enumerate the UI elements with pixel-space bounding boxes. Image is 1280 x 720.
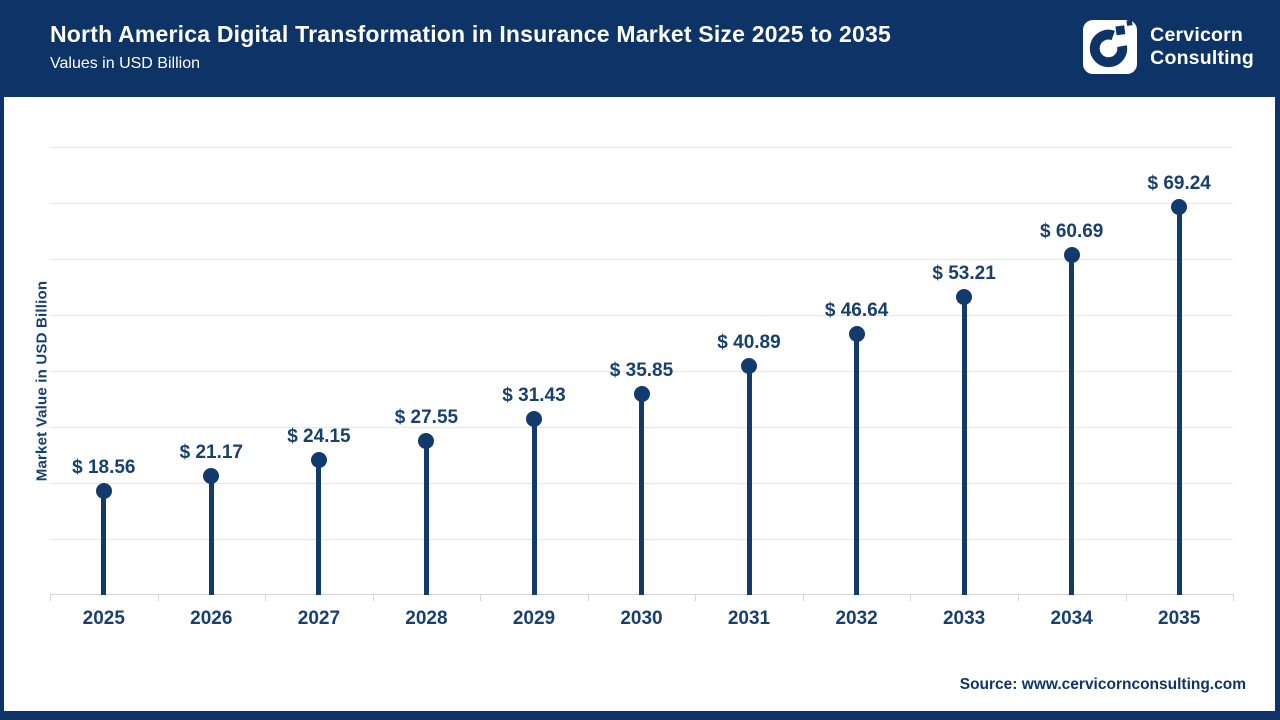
lollipop-stem — [961, 297, 967, 595]
value-label: $ 35.85 — [609, 360, 674, 382]
data-point — [741, 358, 757, 374]
frame-border-left — [0, 0, 4, 720]
x-axis-label: 2026 — [190, 608, 233, 629]
x-axis-label: 2032 — [835, 608, 878, 629]
x-axis-tick — [372, 594, 374, 601]
value-label: $ 69.24 — [1147, 173, 1211, 195]
gridline — [50, 147, 1233, 148]
x-axis-label: 2034 — [1050, 608, 1093, 629]
lollipop-stem — [1069, 255, 1075, 595]
source-credit: Source: www.cervicornconsulting.com — [959, 676, 1246, 693]
header-titles: North America Digital Transformation in … — [50, 21, 891, 73]
value-label: $ 21.17 — [179, 442, 243, 464]
value-label: $ 60.69 — [1039, 221, 1104, 243]
x-axis-tick — [50, 594, 51, 601]
x-axis-label: 2030 — [620, 608, 663, 629]
data-point — [203, 468, 220, 485]
lollipop-stem — [1176, 207, 1182, 595]
value-label: $ 27.55 — [394, 406, 459, 428]
lollipop-stem — [316, 459, 322, 595]
brand-lockup: Cervicorn Consulting — [1083, 20, 1254, 74]
gridline — [50, 203, 1233, 204]
x-axis-label: 2033 — [942, 608, 986, 629]
x-axis-label: 2029 — [512, 608, 556, 629]
x-axis-tick — [157, 594, 159, 601]
data-point — [526, 411, 542, 427]
data-point — [848, 325, 865, 342]
lollipop-stem — [746, 366, 752, 595]
x-axis-tick — [1233, 594, 1234, 601]
lollipop-stem — [531, 419, 537, 595]
x-axis-tick — [695, 594, 697, 601]
chart-subtitle: Values in USD Billion — [50, 55, 200, 72]
value-label: $ 24.15 — [287, 425, 351, 447]
lollipop-stem — [639, 394, 644, 595]
value-label: $ 46.64 — [824, 299, 889, 321]
lollipop-stem — [208, 476, 214, 595]
data-point — [418, 432, 435, 449]
x-axis-tick — [265, 594, 267, 601]
lollipop-stem — [854, 333, 860, 595]
x-axis-label: 2028 — [405, 608, 448, 629]
x-axis-tick — [802, 594, 804, 601]
chart-title: North America Digital Transformation in … — [50, 21, 891, 47]
x-axis-tick — [587, 594, 589, 601]
lollipop-stem — [101, 491, 107, 595]
data-point — [310, 451, 327, 468]
value-label: $ 40.89 — [717, 332, 781, 353]
gridline — [50, 259, 1233, 260]
frame-border-bottom — [0, 711, 1280, 720]
x-axis-label: 2035 — [1158, 608, 1201, 629]
brand-name: Cervicorn Consulting — [1150, 24, 1254, 70]
lollipop-stem — [423, 440, 429, 595]
gridline — [50, 371, 1233, 372]
x-axis-label: 2025 — [82, 608, 125, 629]
data-point — [633, 386, 650, 403]
header-band: North America Digital Transformation in … — [0, 0, 1280, 97]
data-point — [1171, 199, 1188, 216]
gridline — [50, 315, 1233, 316]
value-label: $ 31.43 — [502, 385, 566, 406]
x-axis-tick — [1017, 594, 1019, 601]
x-axis-tick — [480, 594, 482, 601]
y-axis-title: Market Value in USD Billion — [33, 280, 51, 482]
value-label: $ 18.56 — [72, 457, 136, 479]
x-axis-label: 2031 — [727, 608, 771, 629]
data-point — [1063, 247, 1080, 264]
value-label: $ 53.21 — [932, 263, 996, 284]
cervicorn-logo-icon — [1083, 20, 1138, 74]
x-axis-tick — [1125, 594, 1127, 601]
x-axis-tick — [910, 594, 912, 601]
brand-line-1: Cervicorn — [1150, 24, 1244, 46]
data-point — [956, 289, 973, 305]
x-axis-label: 2027 — [297, 608, 341, 629]
data-point — [95, 483, 112, 500]
frame-border-right — [1275, 0, 1280, 720]
brand-line-2: Consulting — [1150, 47, 1254, 69]
